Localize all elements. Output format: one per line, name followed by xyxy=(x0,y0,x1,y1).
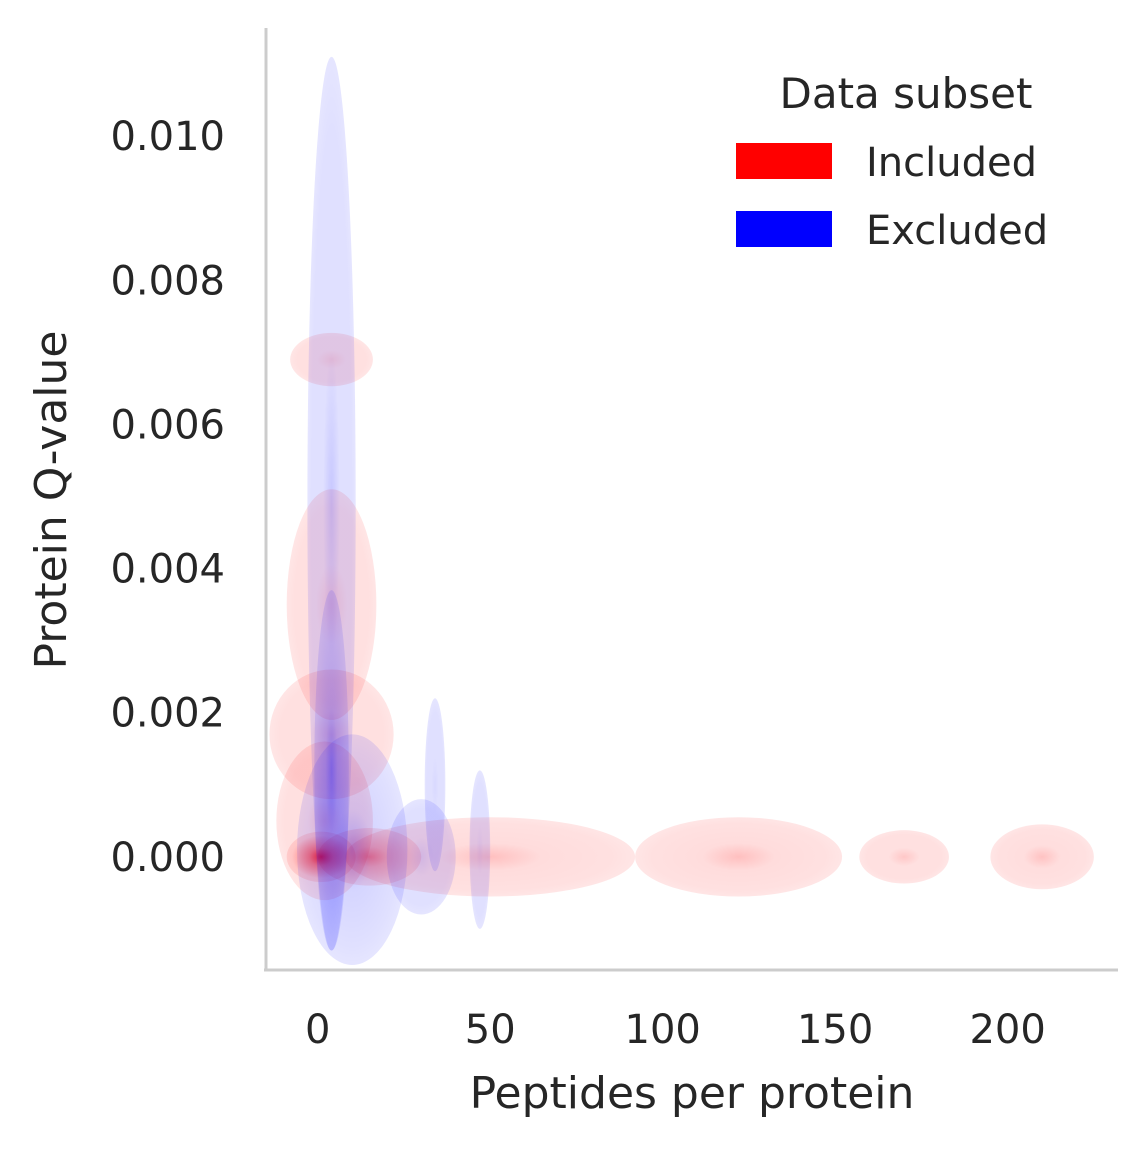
density-region xyxy=(990,824,1094,890)
x-tick-label: 50 xyxy=(465,1007,516,1053)
legend-title: Data subset xyxy=(780,69,1033,118)
density-series-excluded xyxy=(297,56,491,965)
x-tick-label: 100 xyxy=(625,1007,701,1053)
density-region xyxy=(297,734,408,965)
density-region xyxy=(635,817,843,897)
x-axis-label: Peptides per protein xyxy=(470,1068,915,1119)
y-tick-label: 0.010 xyxy=(110,114,225,160)
y-axis-label: Protein Q-value xyxy=(26,331,77,670)
x-tick-label: 150 xyxy=(797,1007,873,1053)
y-tick-label: 0.004 xyxy=(110,547,225,593)
y-tick-label: 0.008 xyxy=(110,258,225,304)
density-region xyxy=(386,799,456,915)
density-region xyxy=(859,830,949,884)
x-tick-label: 0 xyxy=(305,1007,330,1053)
x-tick-label: 200 xyxy=(969,1007,1045,1053)
density-region xyxy=(424,698,446,872)
x-tick-labels: 0 50 100 150 200 xyxy=(305,1007,1046,1053)
legend-swatch-included xyxy=(736,143,832,179)
y-tick-label: 0.000 xyxy=(110,835,225,881)
legend-label-included: Included xyxy=(866,140,1037,186)
y-tick-labels: 0.000 0.002 0.004 0.006 0.008 0.010 xyxy=(110,114,225,881)
density-layer xyxy=(269,56,1094,965)
density-region xyxy=(469,770,491,929)
legend-label-excluded: Excluded xyxy=(866,208,1048,254)
y-tick-label: 0.006 xyxy=(110,402,225,448)
legend-swatch-excluded xyxy=(736,211,832,247)
legend: Data subset Included Excluded xyxy=(736,69,1048,254)
y-tick-label: 0.002 xyxy=(110,691,225,737)
